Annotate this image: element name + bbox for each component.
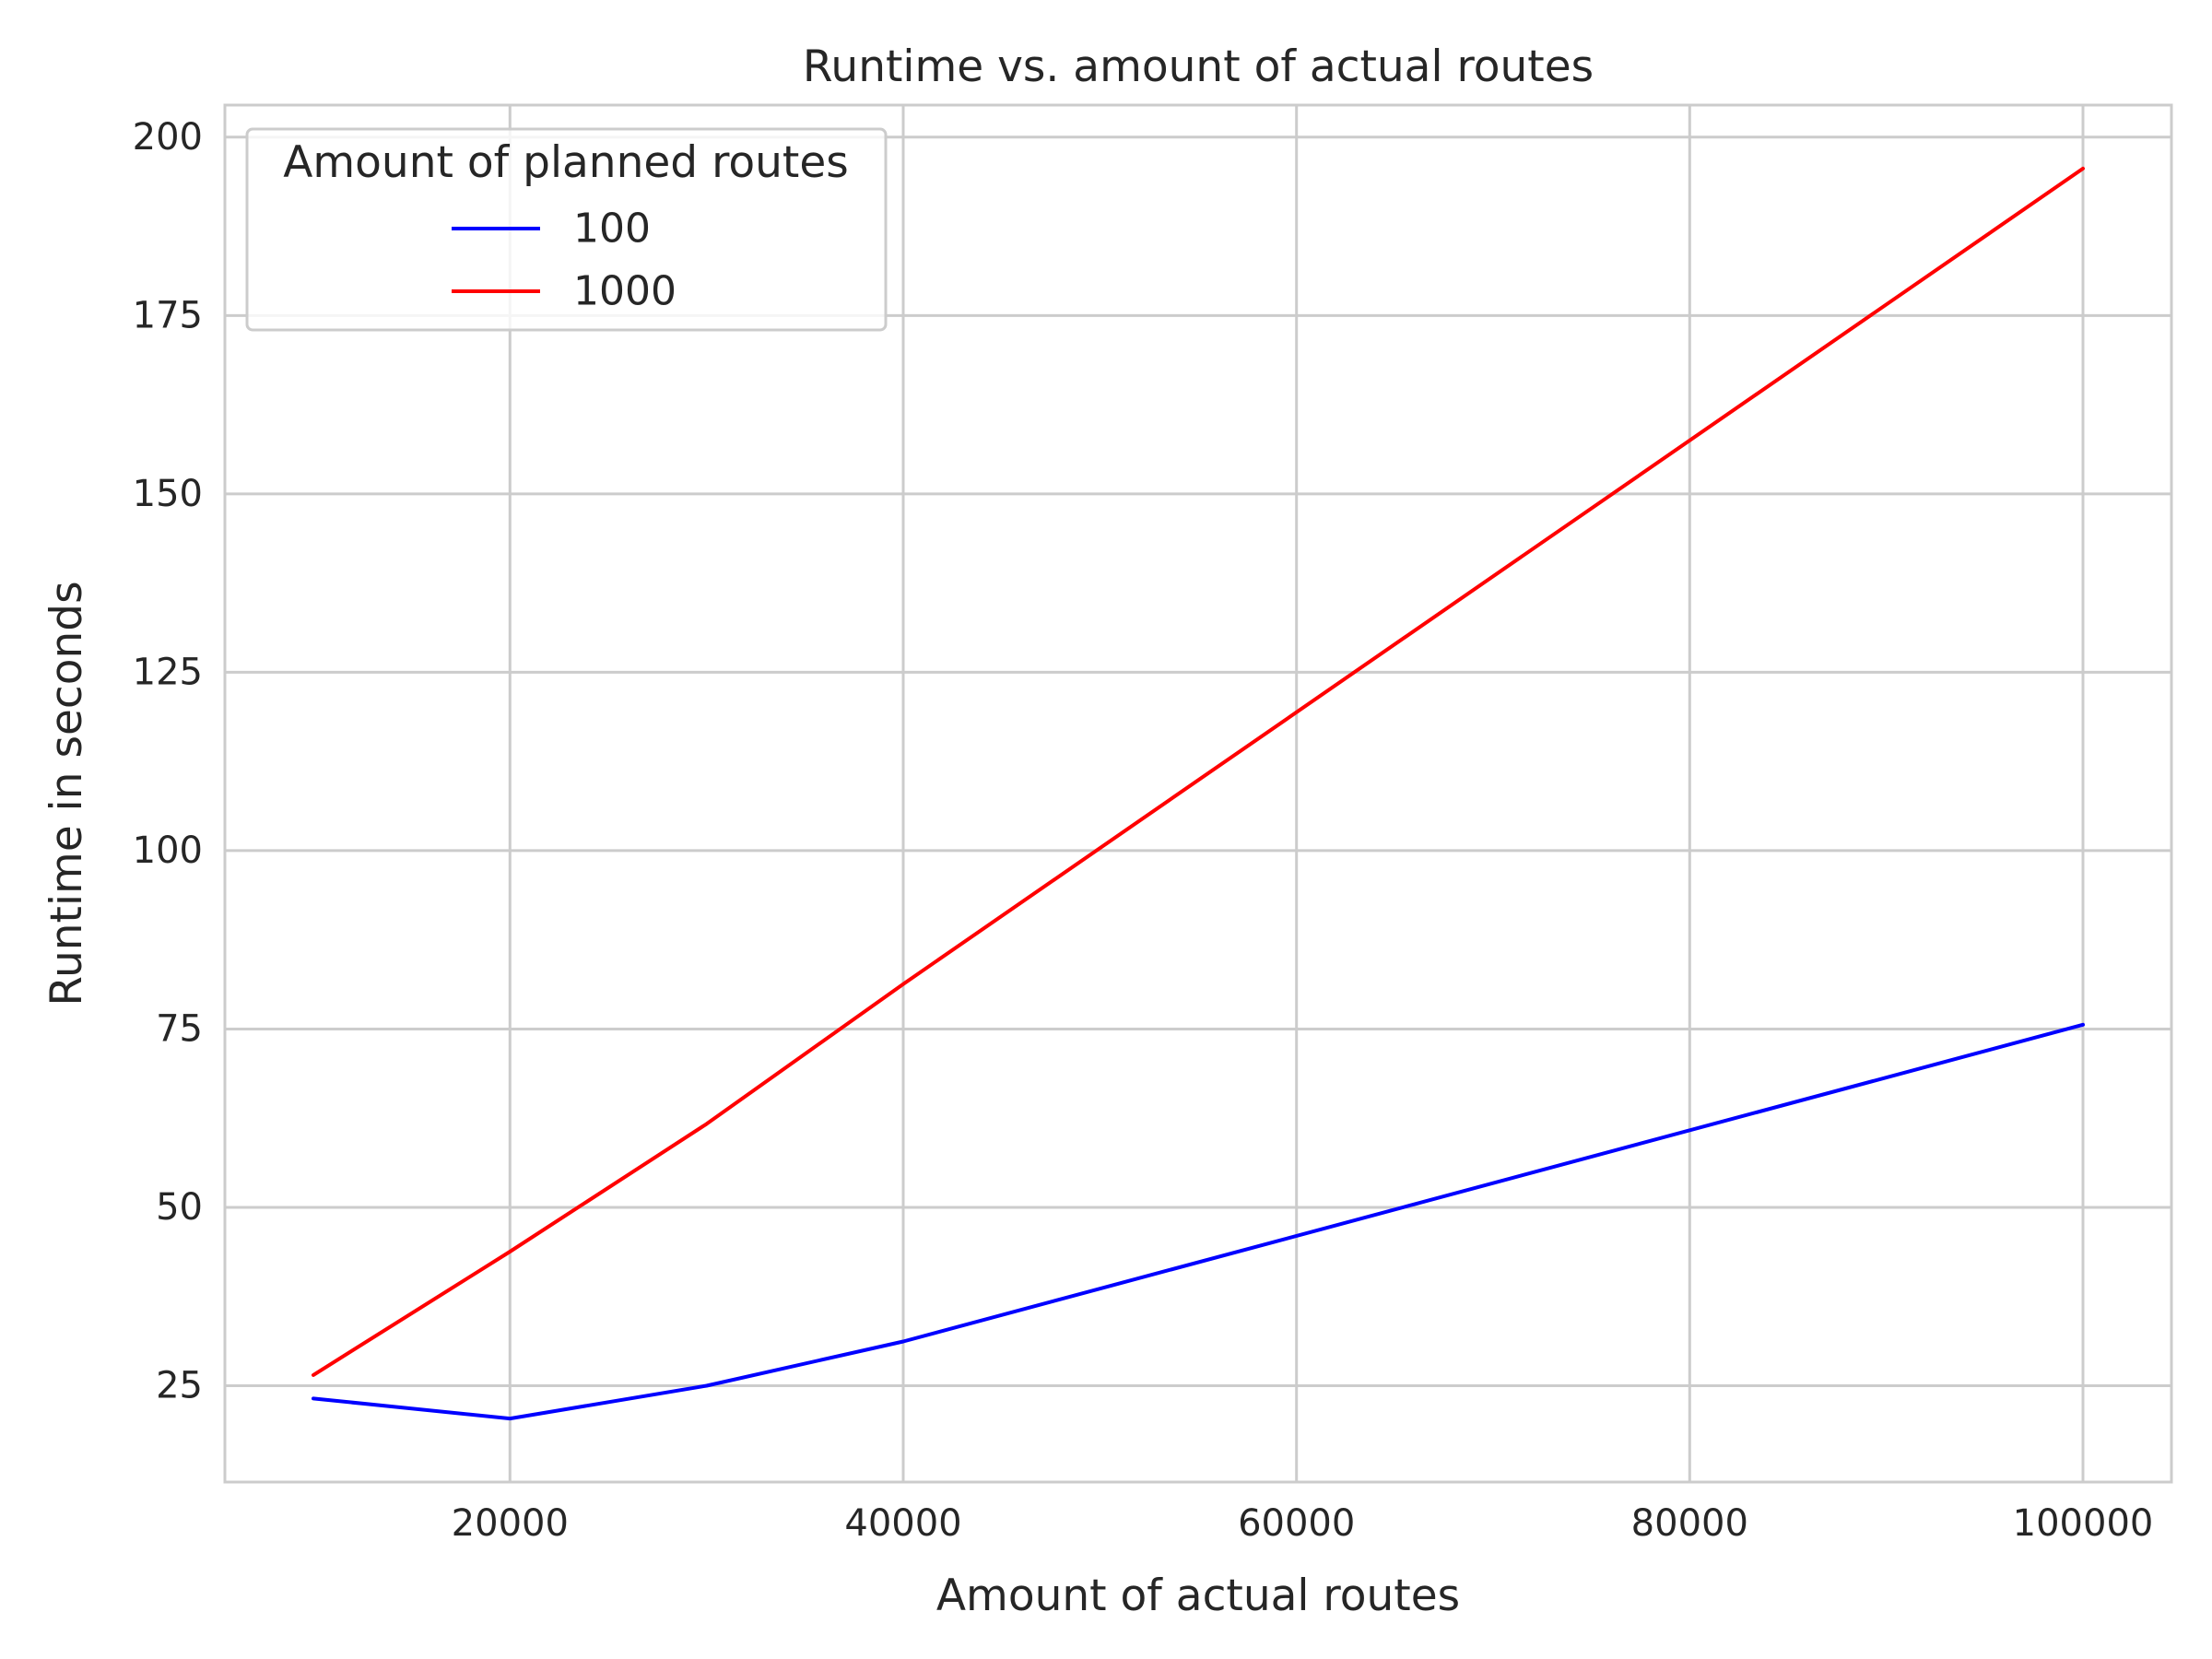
y-tick-label: 150	[133, 473, 203, 515]
x-tick-label: 80000	[1631, 1502, 1748, 1545]
y-tick-label: 100	[133, 830, 203, 872]
x-axis-ticks: 20000 40000 60000 80000 100000	[452, 1502, 2154, 1545]
legend-entries: 100 1000	[452, 206, 677, 315]
y-tick-label: 200	[133, 116, 203, 159]
legend-title: Amount of planned routes	[283, 137, 849, 188]
x-tick-label: 60000	[1238, 1502, 1355, 1545]
legend-label-100: 100	[573, 206, 651, 253]
series-line-100	[312, 1022, 2085, 1421]
legend: Amount of planned routes 100 1000	[245, 127, 888, 332]
y-tick-label: 50	[156, 1186, 203, 1229]
chart-title: Runtime vs. amount of actual routes	[803, 41, 1594, 92]
y-axis-ticks: 25 50 75 100 125 150 175 200	[133, 116, 203, 1407]
y-axis-label: Runtime in seconds	[41, 581, 92, 1006]
grid-lines	[225, 105, 2171, 1482]
series-lines	[312, 166, 2085, 1421]
x-tick-label: 40000	[844, 1502, 961, 1545]
y-tick-label: 125	[133, 651, 203, 693]
x-axis-label: Amount of actual routes	[936, 1571, 1460, 1621]
legend-label-1000: 1000	[573, 268, 677, 315]
x-tick-label: 20000	[452, 1502, 569, 1545]
series-line-1000	[312, 166, 2085, 1377]
y-tick-label: 175	[133, 294, 203, 336]
plot-frame	[223, 103, 2173, 1484]
x-tick-label: 100000	[2013, 1502, 2154, 1545]
y-tick-label: 75	[156, 1008, 203, 1051]
legend-box	[245, 127, 888, 332]
y-tick-label: 25	[156, 1365, 203, 1407]
